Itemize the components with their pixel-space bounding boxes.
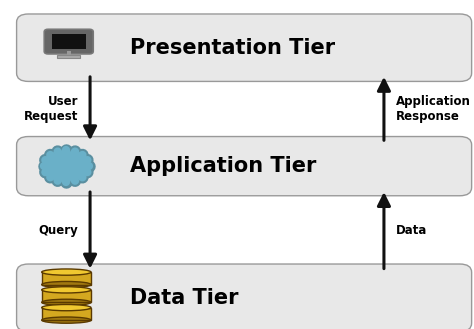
FancyBboxPatch shape xyxy=(17,264,472,329)
Bar xyxy=(42,308,91,320)
Bar xyxy=(57,55,81,58)
Text: Data: Data xyxy=(396,224,427,237)
Bar xyxy=(52,34,86,49)
FancyBboxPatch shape xyxy=(17,14,472,82)
Text: Application
Response: Application Response xyxy=(396,94,471,123)
Bar xyxy=(42,290,91,302)
Ellipse shape xyxy=(42,287,91,293)
Ellipse shape xyxy=(42,281,91,288)
Bar xyxy=(42,272,91,285)
Circle shape xyxy=(62,163,71,169)
Text: Application Tier: Application Tier xyxy=(130,156,317,176)
Text: Query: Query xyxy=(38,224,78,237)
Ellipse shape xyxy=(42,317,91,323)
Ellipse shape xyxy=(42,269,91,275)
Ellipse shape xyxy=(42,299,91,305)
Ellipse shape xyxy=(42,305,91,311)
Bar xyxy=(66,51,71,56)
Text: Presentation Tier: Presentation Tier xyxy=(130,38,336,58)
FancyBboxPatch shape xyxy=(17,137,472,196)
Text: Data Tier: Data Tier xyxy=(130,288,239,308)
Text: User
Request: User Request xyxy=(24,94,78,123)
FancyBboxPatch shape xyxy=(44,29,93,54)
